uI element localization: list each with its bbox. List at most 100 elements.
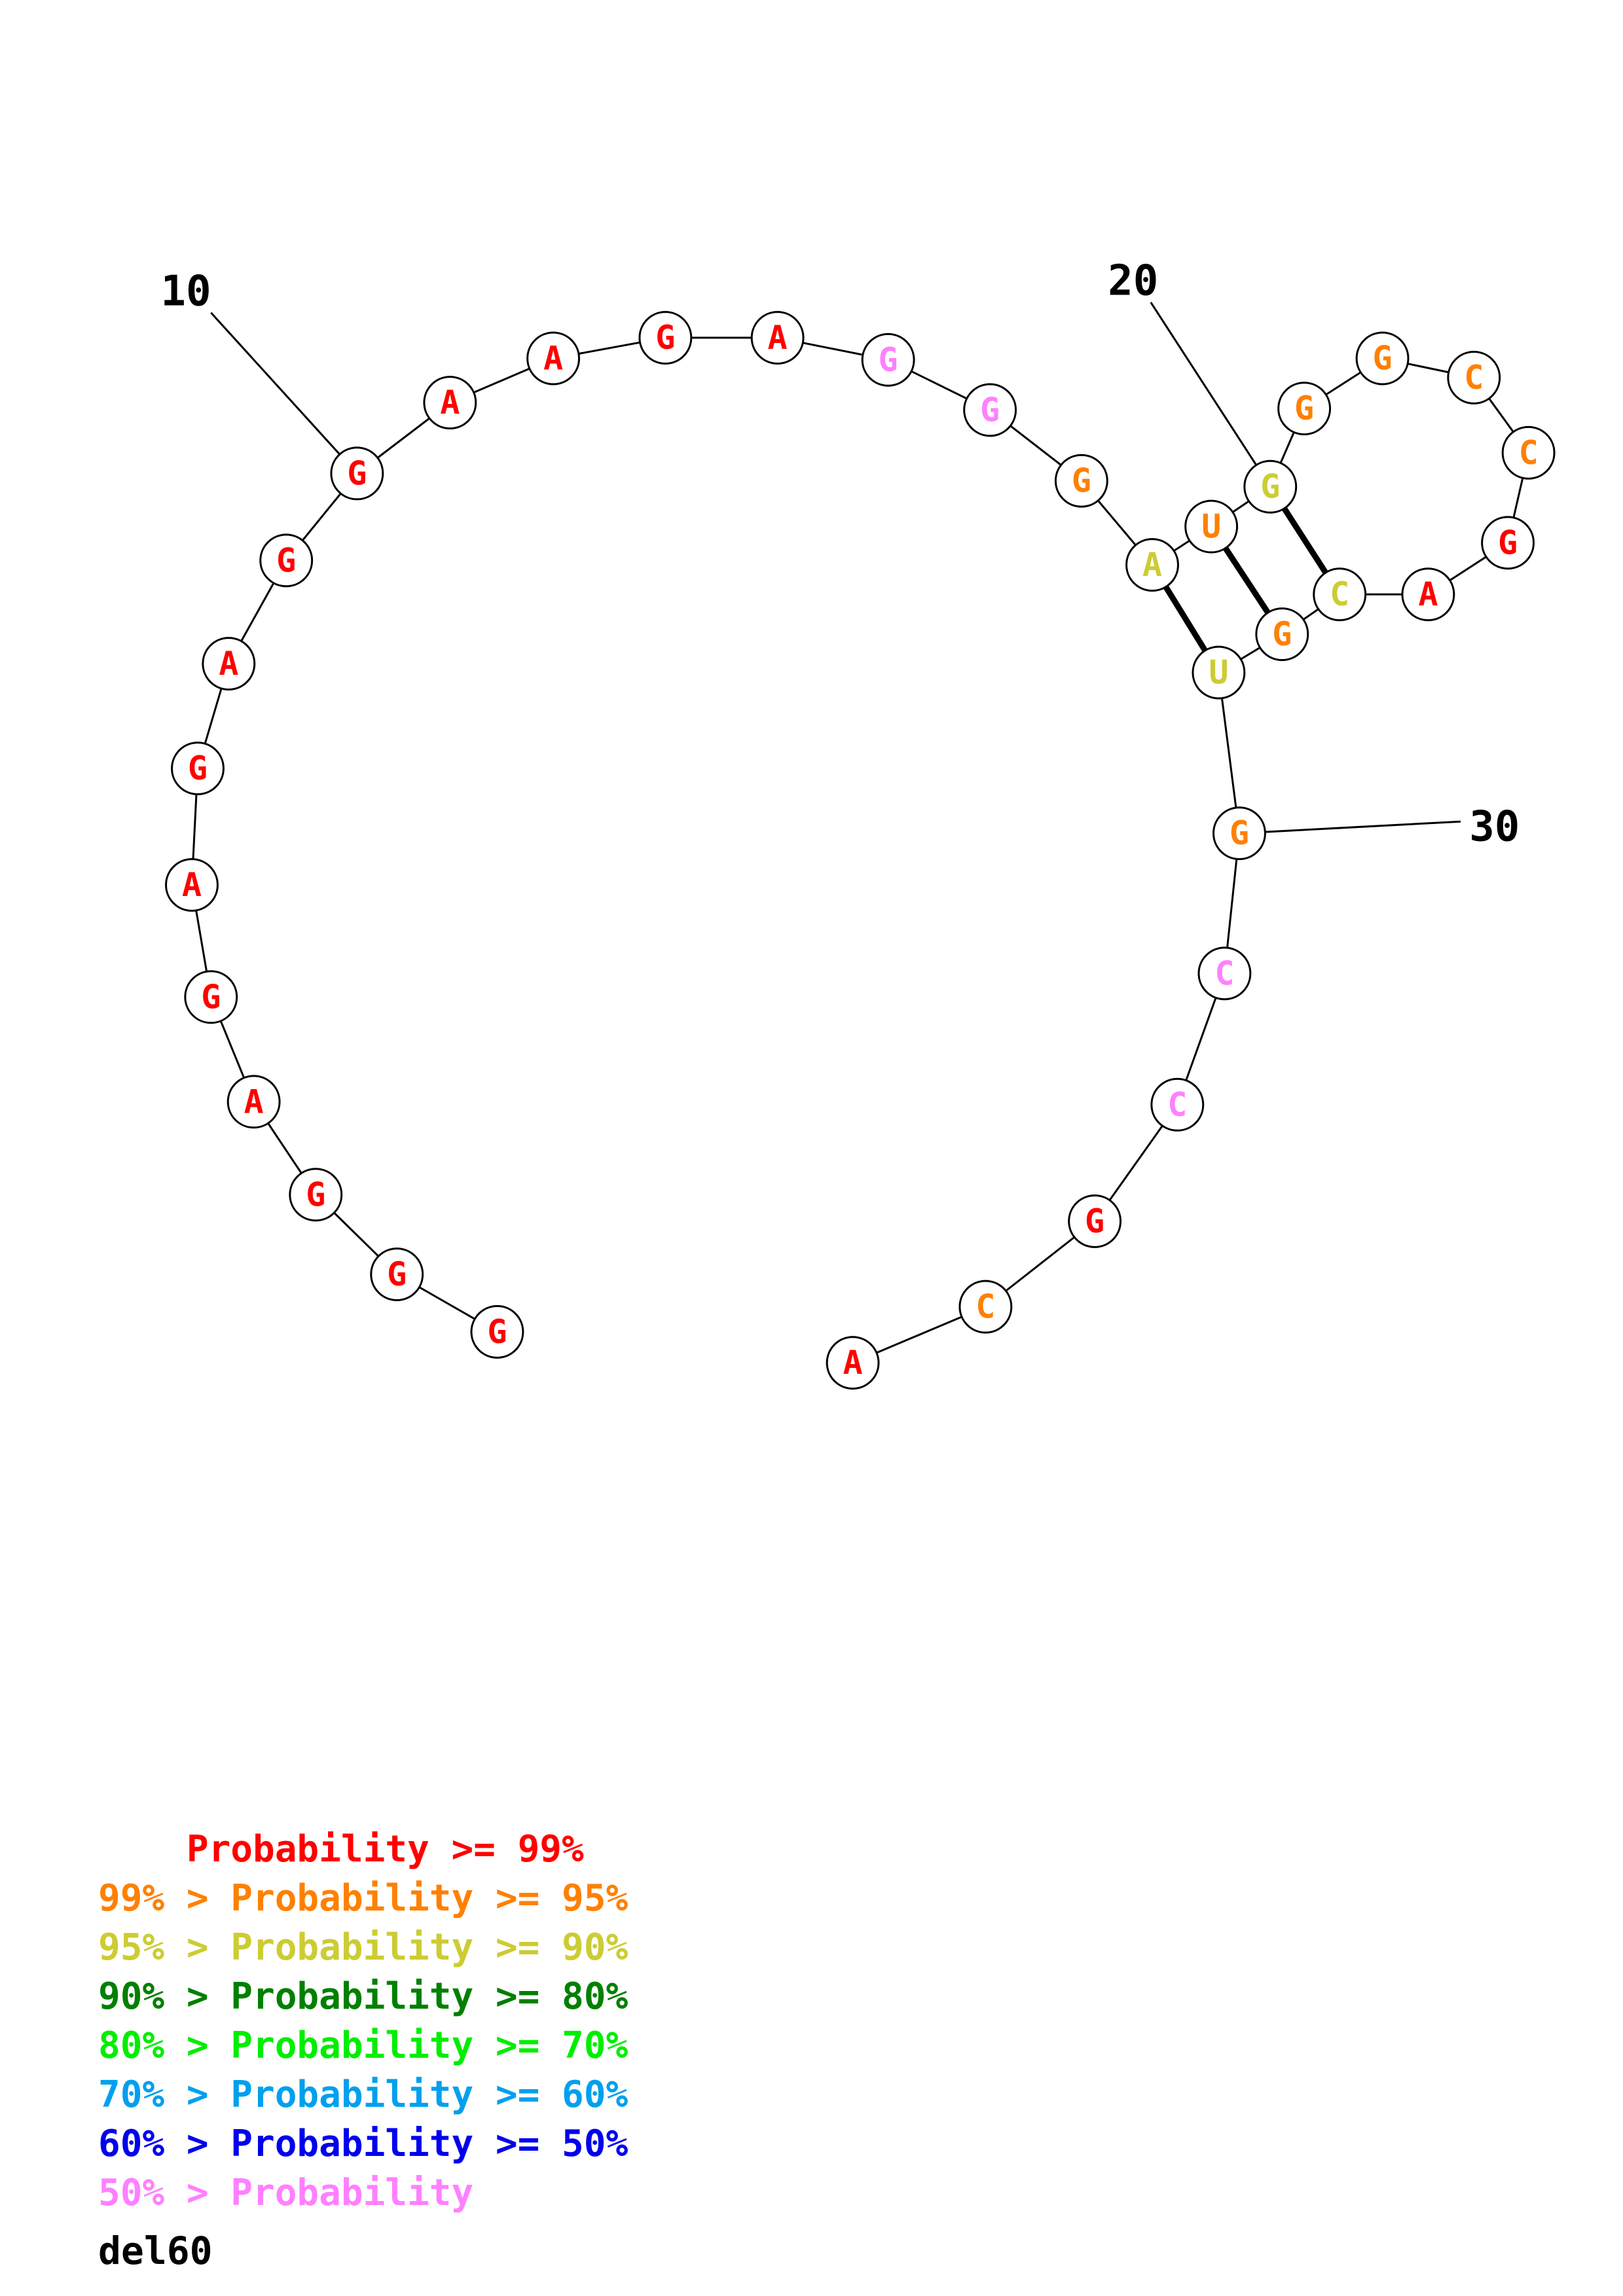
nucleotide: U [1184, 499, 1239, 554]
nucleotide-circle [1501, 425, 1556, 480]
nucleotide-base: C [976, 1288, 995, 1326]
nucleotide-base: G [1498, 524, 1518, 562]
nucleotide-base: G [1230, 814, 1249, 852]
nucleotide-base: A [768, 319, 788, 357]
nucleotide-base: G [1272, 615, 1292, 653]
nucleotide-circle [1401, 567, 1455, 622]
nucleotide: U [1192, 645, 1246, 700]
nucleotide-base: G [980, 391, 1000, 429]
probability-legend: Probability >= 99% 99% > Probability >= 9… [98, 1825, 628, 2217]
legend-entry: 95% > Probability >= 90% [98, 1926, 629, 1969]
nucleotide-circle [1054, 454, 1108, 508]
nucleotide: G [184, 970, 238, 1024]
nucleotide: C [1313, 567, 1367, 622]
position-label-tick [1239, 820, 1461, 834]
nucleotide-circle [423, 376, 477, 430]
nucleotide-circle [1277, 382, 1332, 436]
nucleotide-base: C [1519, 434, 1539, 472]
nucleotide: C [1501, 425, 1556, 480]
nucleotide-circle [202, 637, 256, 691]
nucleotide: A [202, 637, 256, 691]
nucleotide: G [1255, 607, 1309, 661]
legend-entry: Probability >= 99% [98, 1828, 584, 1871]
nucleotide-circle [227, 1075, 281, 1129]
nucleotide-circle [1184, 499, 1239, 554]
nucleotide: G [470, 1304, 524, 1359]
nucleotide-circle [1197, 946, 1252, 1001]
nucleotide-circle [259, 533, 314, 588]
nucleotide-base: G [1085, 1202, 1104, 1240]
position-label-tick [210, 312, 358, 475]
nucleotide: G [1068, 1194, 1122, 1248]
legend-entry: 50% > Probability [98, 2172, 474, 2214]
base-pairs [1150, 485, 1342, 674]
nucleotide: A [826, 1336, 880, 1390]
position-label: 10 [160, 267, 211, 315]
nucleotide-circle [330, 446, 384, 501]
structure-name: del60 [98, 2229, 213, 2273]
nucleotide-circle [638, 311, 693, 365]
nucleotide-circle [289, 1168, 343, 1222]
nucleotide: C [1447, 350, 1501, 404]
nucleotide-base: G [487, 1313, 507, 1351]
nucleotide-circle [1243, 459, 1298, 514]
nucleotide-circle [1150, 1077, 1205, 1132]
nucleotide: A [423, 376, 477, 430]
nucleotide-circle [1125, 538, 1179, 592]
nucleotide-base: U [1201, 507, 1221, 545]
nucleotide-base: A [244, 1083, 264, 1121]
nucleotide: G [861, 332, 915, 387]
nucleotide-circle [184, 970, 238, 1024]
nucleotide: A [750, 311, 805, 365]
legend-entry: 80% > Probability >= 70% [98, 2024, 629, 2067]
legend-entry: 60% > Probability >= 50% [98, 2123, 629, 2165]
nucleotide: G [1277, 382, 1332, 436]
nucleotide-circle [958, 1280, 1013, 1334]
nucleotide-circle [963, 383, 1017, 437]
nucleotide-circle [165, 858, 219, 912]
nucleotide-base: A [219, 645, 238, 683]
nucleotide-circle [526, 331, 580, 386]
nucleotide-base: G [1372, 340, 1392, 378]
nucleotide: G [1355, 331, 1410, 386]
nucleotide: C [1150, 1077, 1205, 1132]
position-label: 20 [1108, 257, 1158, 306]
nucleotide: A [227, 1075, 281, 1129]
nucleotide-circle [861, 332, 915, 387]
nucleotide-base: A [182, 866, 202, 904]
nucleotide-circle [1192, 645, 1246, 700]
nucleotide-circle [1355, 331, 1410, 386]
nucleotide: G [1054, 454, 1108, 508]
nucleotide: G [370, 1247, 424, 1301]
nucleotide: G [638, 311, 693, 365]
nucleotide-base: G [1072, 462, 1091, 500]
nucleotide-circle [1068, 1194, 1122, 1248]
nucleotide: G [963, 383, 1017, 437]
nucleotide-circle [171, 742, 225, 796]
legend-entry: 99% > Probability >= 95% [98, 1877, 629, 1920]
nucleotide-base: G [188, 749, 208, 787]
nucleotide: G [330, 446, 384, 501]
nucleotide-base: C [1167, 1086, 1187, 1124]
backbone [191, 336, 1530, 1364]
nucleotide-base: G [1294, 389, 1314, 427]
nucleotide-base: G [879, 341, 898, 379]
nucleotide: G [1481, 516, 1535, 570]
nucleotide: G [259, 533, 314, 588]
nucleotide: G [171, 742, 225, 796]
nucleotide-circle [1481, 516, 1535, 570]
nucleotide-base: C [1464, 359, 1484, 397]
nucleotide-base: G [655, 319, 675, 357]
nucleotide-base: A [543, 340, 563, 378]
nucleotide-circle [370, 1247, 424, 1301]
nucleotide: C [958, 1280, 1013, 1334]
nucleotide-base: A [843, 1344, 862, 1382]
nucleotide: A [165, 858, 219, 912]
nucleotide-base: G [306, 1175, 325, 1213]
nucleotide: G [1213, 806, 1266, 861]
position-label-tick [1150, 302, 1271, 488]
nucleotide: G [1243, 459, 1298, 514]
nucleotide-base: G [1260, 468, 1280, 506]
